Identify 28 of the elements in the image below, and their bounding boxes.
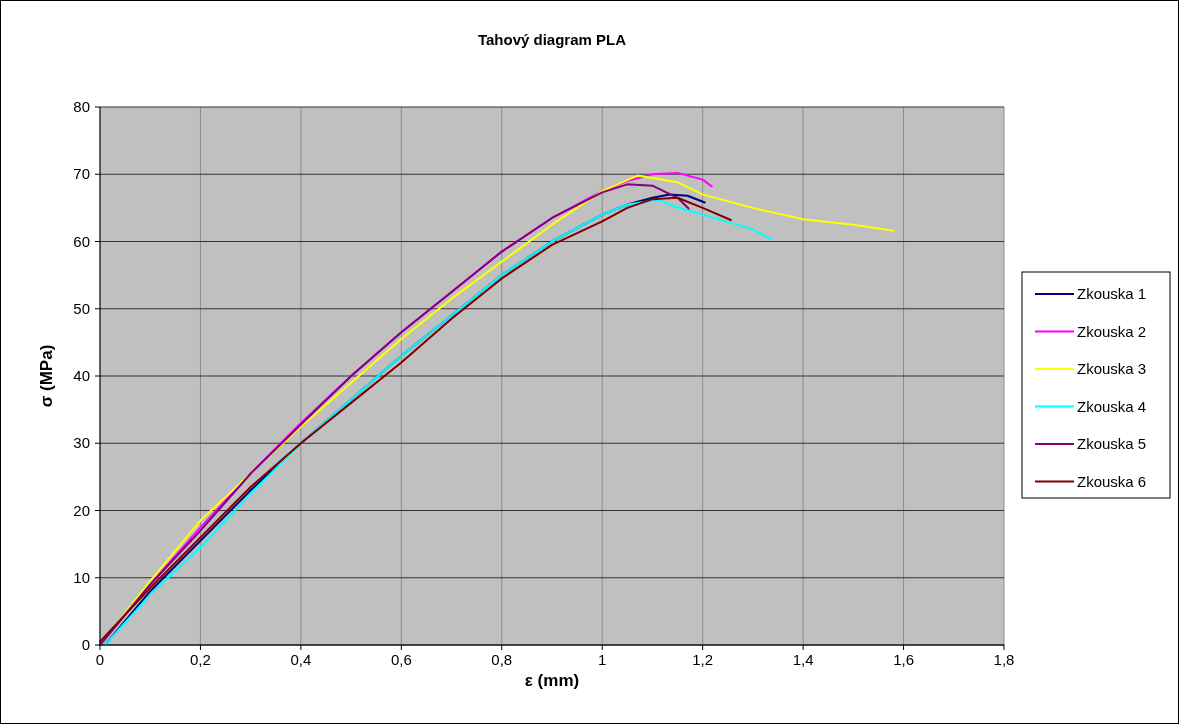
x-tick-label: 0,2 (190, 651, 211, 668)
y-tick-label: 50 (73, 299, 90, 317)
legend-label: Zkouska 6 (1077, 472, 1147, 490)
y-tick-label: 70 (73, 165, 90, 183)
legend-label: Zkouska 1 (1077, 285, 1147, 302)
x-tick-label: 0,6 (390, 651, 412, 668)
legend-label: Zkouska 4 (1077, 397, 1147, 415)
y-tick-label: 10 (73, 568, 90, 586)
x-tick-label: 1,4 (792, 651, 814, 668)
x-tick-label: 1,6 (893, 651, 914, 668)
y-tick-label: 0 (81, 636, 90, 653)
x-tick-label: 0 (95, 651, 105, 668)
legend-label: Zkouska 5 (1077, 435, 1147, 452)
x-tick-label: 0,8 (491, 651, 513, 668)
y-tick-label: 40 (73, 367, 90, 384)
y-axis-title: σ (MPa) (37, 344, 56, 408)
legend-label: Zkouska 3 (1077, 360, 1147, 377)
y-tick-label: 60 (73, 232, 90, 250)
x-axis-title: ε (mm) (524, 671, 580, 690)
y-tick-label: 30 (73, 434, 90, 452)
x-tick-label: 1 (598, 651, 607, 668)
y-tick-label: 80 (73, 98, 90, 115)
legend-label: Zkouska 2 (1077, 322, 1147, 340)
x-tick-label: 1,2 (692, 651, 714, 668)
x-tick-label: 0,4 (290, 651, 312, 668)
chart-title: Tahový diagram PLA (477, 31, 627, 48)
x-tick-label: 1,8 (993, 651, 1015, 668)
y-tick-label: 20 (73, 501, 90, 519)
